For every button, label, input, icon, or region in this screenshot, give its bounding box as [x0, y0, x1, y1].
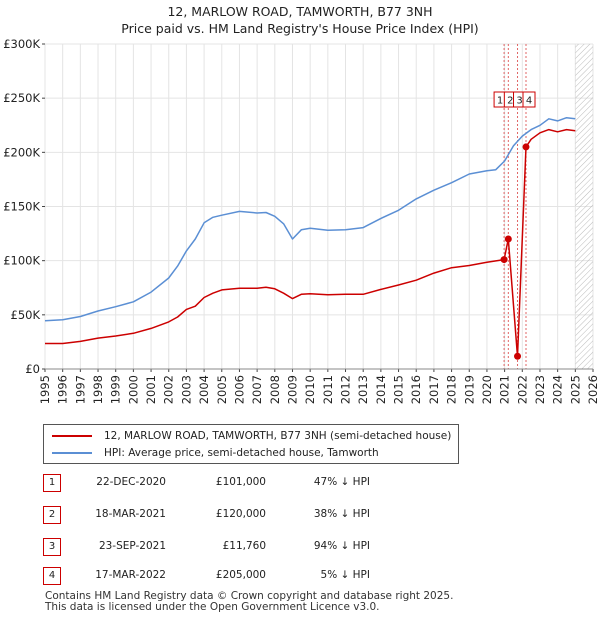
legend-item-hpi: HPI: Average price, semi-detached house,… — [52, 445, 379, 461]
transaction-date: 18-MAR-2021 — [95, 508, 166, 520]
transaction-label: 3 — [516, 96, 522, 107]
x-tick-label: 2008 — [268, 375, 282, 404]
transaction-label: 1 — [497, 96, 503, 107]
x-tick-label: 2006 — [232, 375, 246, 404]
transaction-date: 22-DEC-2020 — [96, 476, 166, 488]
table-row: 2 18-MAR-2021 £120,000 38% ↓ HPI — [0, 506, 600, 526]
transaction-number: 2 — [43, 506, 61, 524]
transaction-price: £11,760 — [222, 540, 266, 552]
transaction-point — [522, 143, 530, 151]
x-tick-label: 1997 — [73, 375, 87, 404]
x-tick-label: 2022 — [515, 375, 529, 404]
x-tick-label: 2026 — [586, 375, 600, 404]
transaction-date: 23-SEP-2021 — [98, 540, 166, 552]
transaction-point — [500, 256, 508, 264]
transaction-number: 3 — [43, 538, 61, 556]
chart-subtitle: Price paid vs. HM Land Registry's House … — [121, 21, 479, 36]
legend-swatch-property — [52, 435, 92, 437]
x-tick-label: 2010 — [303, 375, 317, 404]
transaction-number: 4 — [43, 567, 61, 585]
transaction-date: 17-MAR-2022 — [95, 569, 166, 581]
grid — [44, 43, 594, 370]
legend-swatch-hpi — [52, 452, 92, 454]
x-tick-label: 2011 — [321, 375, 335, 404]
legend: 12, MARLOW ROAD, TAMWORTH, B77 3NH (semi… — [43, 424, 459, 464]
series-line — [45, 128, 576, 358]
y-tick-label: £200K — [3, 145, 40, 159]
x-tick-label: 2024 — [551, 375, 565, 404]
x-tick-label: 1996 — [56, 375, 70, 404]
transaction-price: £120,000 — [215, 508, 266, 520]
table-row: 3 23-SEP-2021 £11,760 94% ↓ HPI — [0, 538, 600, 558]
legend-item-property: 12, MARLOW ROAD, TAMWORTH, B77 3NH (semi… — [52, 428, 451, 444]
transaction-points — [500, 143, 530, 360]
x-tick-label: 2005 — [215, 375, 229, 404]
y-tick-label: £100K — [3, 254, 40, 268]
transaction-label-box — [522, 91, 536, 108]
series-lines — [44, 116, 576, 358]
transaction-price: £205,000 — [215, 569, 266, 581]
transaction-hpi: 94% ↓ HPI — [313, 540, 370, 552]
x-tick-label: 2004 — [197, 375, 211, 404]
y-tick-label: £300K — [3, 37, 40, 51]
future-hatch-area — [575, 44, 593, 369]
x-tick-label: 1998 — [91, 375, 105, 404]
table-row: 1 22-DEC-2020 £101,000 47% ↓ HPI — [0, 474, 600, 494]
x-tick-label: 2021 — [498, 375, 512, 404]
x-tick-label: 2023 — [533, 375, 547, 404]
footer-copyright: Contains HM Land Registry data © Crown c… — [45, 590, 454, 602]
x-tick-label: 2002 — [162, 375, 176, 404]
x-tick-label: 2025 — [568, 375, 582, 404]
x-tick-label: 2012 — [339, 375, 353, 404]
y-tick-label: £50K — [11, 308, 41, 322]
x-tick-label: 2003 — [179, 375, 193, 404]
x-tick-label: 2016 — [409, 375, 423, 404]
transaction-label: 2 — [507, 96, 513, 107]
x-tick-label: 2009 — [285, 375, 299, 404]
y-tick-label: £150K — [3, 200, 40, 214]
transaction-hpi: 47% ↓ HPI — [313, 476, 370, 488]
x-tick-label: 2018 — [445, 375, 459, 404]
x-tick-label: 1995 — [38, 375, 52, 404]
table-row: 4 17-MAR-2022 £205,000 5% ↓ HPI — [0, 567, 600, 587]
y-tick-label: £0 — [25, 362, 40, 376]
x-tick-label: 2001 — [144, 375, 158, 404]
transaction-label: 4 — [526, 96, 532, 107]
chart-title: 12, MARLOW ROAD, TAMWORTH, B77 3NH — [167, 4, 433, 19]
transaction-hpi: 5% ↓ HPI — [320, 569, 370, 581]
transaction-hpi: 38% ↓ HPI — [313, 508, 370, 520]
x-tick-label: 2017 — [427, 375, 441, 404]
series-line — [44, 116, 576, 322]
x-tick-label: 1999 — [109, 375, 123, 404]
x-tick-label: 2007 — [250, 375, 264, 404]
x-tick-label: 2014 — [374, 375, 388, 404]
footer-licence: This data is licensed under the Open Gov… — [45, 601, 380, 613]
future-hatch — [575, 44, 593, 369]
y-tick-label: £250K — [3, 91, 40, 105]
x-tick-label: 2000 — [126, 375, 140, 404]
legend-label-hpi: HPI: Average price, semi-detached house,… — [104, 447, 379, 459]
x-tick-label: 2019 — [462, 375, 476, 404]
x-tick-label: 2013 — [356, 375, 370, 404]
legend-label-property: 12, MARLOW ROAD, TAMWORTH, B77 3NH (semi… — [104, 430, 452, 442]
x-tick-label: 2020 — [480, 375, 494, 404]
transaction-point — [514, 352, 522, 360]
transaction-number: 1 — [43, 474, 61, 492]
transaction-point — [504, 235, 512, 243]
transaction-price: £101,000 — [215, 476, 266, 488]
x-tick-label: 2015 — [392, 375, 406, 404]
